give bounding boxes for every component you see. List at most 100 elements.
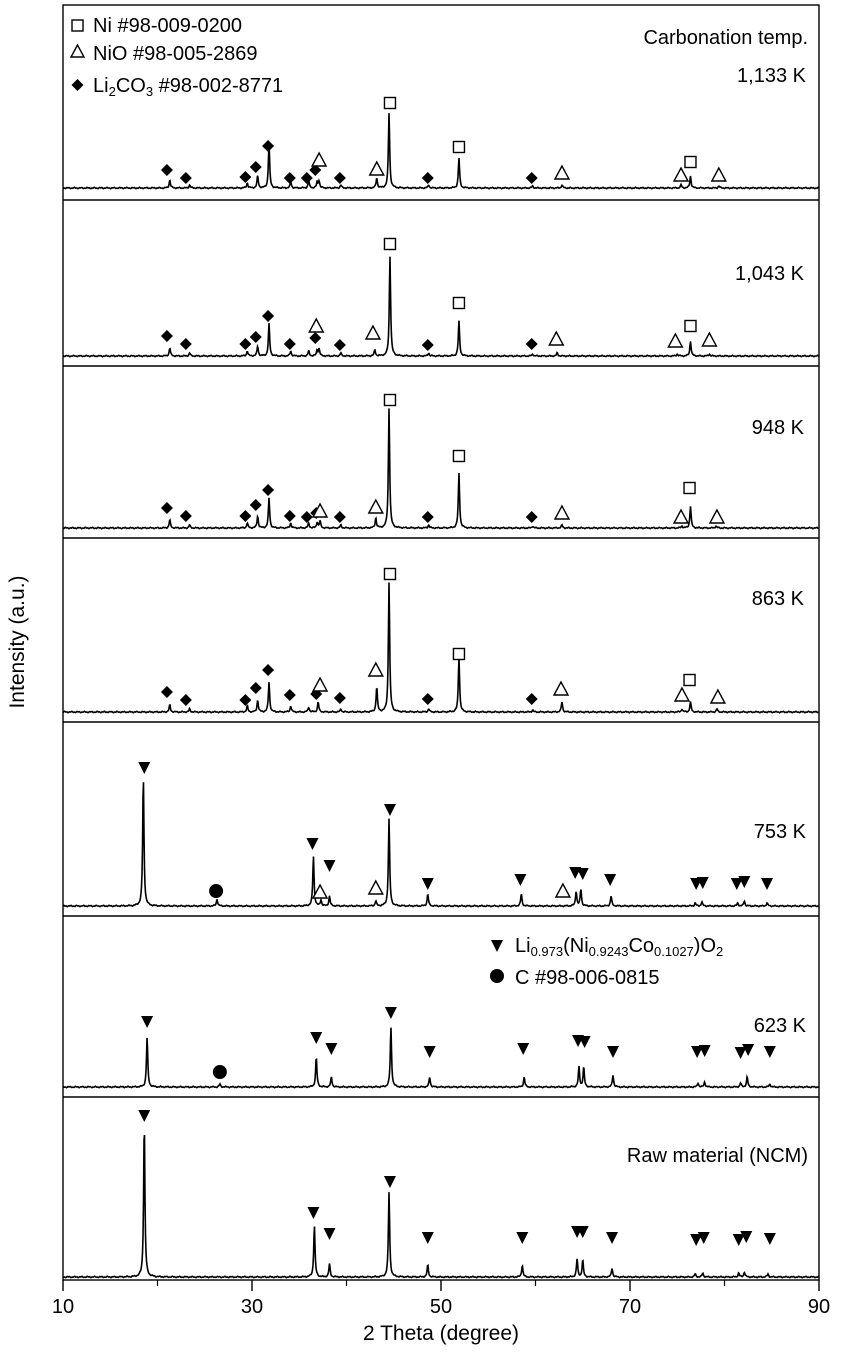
marker-diamond-2-6 <box>300 511 313 523</box>
trace-1 <box>62 256 820 358</box>
marker-diamond-3-1 <box>179 694 192 706</box>
marker-invtriangle-5-2 <box>310 1032 323 1044</box>
series-label-1: 1,043 K <box>735 263 805 285</box>
marker-diamond-2-5 <box>283 510 296 522</box>
marker-diamond-2-3 <box>249 499 262 511</box>
marker-diamond-0-5 <box>283 172 296 184</box>
marker-triangle-0-14 <box>672 166 690 182</box>
marker-diamond-3-8 <box>333 692 346 704</box>
x-axis-title: 2 Theta (degree) <box>363 1322 519 1345</box>
marker-invtriangle-5-9 <box>606 1046 619 1058</box>
legend-square-icon <box>71 19 84 32</box>
marker-diamond-3-4 <box>262 664 275 676</box>
y-axis-title: Intensity (a.u.) <box>6 575 29 708</box>
series-label-6: Raw material (NCM) <box>627 1145 808 1167</box>
marker-invtriangle-5-0 <box>141 1016 154 1028</box>
marker-invtriangle-4-2 <box>306 838 319 850</box>
marker-invtriangle-5-13 <box>742 1044 755 1056</box>
marker-diamond-2-11 <box>525 511 538 523</box>
legend-nio-label: NiO #98-005-2869 <box>93 43 258 65</box>
marker-triangle-4-9 <box>554 882 572 898</box>
legend-invtriangle-icon <box>491 940 503 952</box>
marker-square-2-16 <box>383 393 397 407</box>
marker-square-1-15 <box>383 237 397 251</box>
x-tick-label-4: 90 <box>808 1296 830 1318</box>
marker-diamond-0-4 <box>262 140 275 152</box>
diffraction-traces <box>62 113 820 1279</box>
marker-invtriangle-6-9 <box>690 1234 703 1246</box>
marker-triangle-3-7 <box>311 676 329 692</box>
marker-invtriangle-6-1 <box>307 1207 320 1219</box>
marker-circle-4-1 <box>209 884 224 898</box>
plot-frame <box>62 4 820 1281</box>
marker-diamond-0-3 <box>249 161 262 173</box>
marker-triangle-2-14 <box>672 508 690 524</box>
trace-6 <box>62 1134 820 1279</box>
marker-diamond-1-0 <box>160 330 173 342</box>
series-label-2: 948 K <box>752 417 805 439</box>
marker-invtriangle-4-6 <box>383 804 396 816</box>
marker-diamond-0-9 <box>333 172 346 184</box>
series-label-0: 1,133 K <box>737 65 807 87</box>
marker-triangle-0-13 <box>553 164 571 180</box>
panel-separators <box>63 199 819 1098</box>
marker-invtriangle-5-4 <box>384 1007 397 1019</box>
marker-triangle-0-12 <box>368 160 385 176</box>
marker-invtriangle-4-7 <box>421 878 434 890</box>
marker-triangle-3-11 <box>367 661 384 677</box>
marker-triangle-3-14 <box>709 688 727 704</box>
marker-invtriangle-4-15 <box>730 878 743 890</box>
trace-2 <box>62 408 820 530</box>
marker-triangle-1-11 <box>364 324 382 340</box>
marker-square-0-16 <box>383 96 397 110</box>
legend-top: Ni #98-009-0200 NiO #98-005-2869 Li2CO3 … <box>69 15 808 99</box>
marker-triangle-2-15 <box>708 508 726 524</box>
marker-diamond-2-2 <box>239 510 252 522</box>
marker-invtriangle-5-11 <box>698 1045 711 1057</box>
marker-circle-5-1 <box>212 1065 227 1079</box>
marker-diamond-0-1 <box>179 172 192 184</box>
marker-diamond-0-2 <box>239 171 252 183</box>
marker-invtriangle-5-14 <box>763 1046 776 1058</box>
x-tick-label-3: 70 <box>619 1296 641 1318</box>
marker-diamond-0-6 <box>300 172 313 184</box>
marker-square-3-16 <box>452 647 466 661</box>
marker-diamond-3-5 <box>283 689 296 701</box>
marker-invtriangle-4-17 <box>761 878 774 890</box>
marker-diamond-3-3 <box>249 682 262 694</box>
legend-diamond-icon <box>71 79 84 91</box>
marker-diamond-3-0 <box>160 686 173 698</box>
marker-invtriangle-4-0 <box>138 762 151 774</box>
marker-diamond-1-10 <box>525 338 538 350</box>
marker-square-2-18 <box>683 481 696 495</box>
marker-invtriangle-6-3 <box>383 1176 396 1188</box>
marker-diamond-2-4 <box>262 484 275 496</box>
marker-square-1-17 <box>684 319 697 333</box>
x-axis: 10 30 50 70 90 <box>52 1280 830 1318</box>
marker-invtriangle-6-10 <box>697 1232 710 1244</box>
marker-triangle-3-12 <box>552 680 570 696</box>
marker-diamond-3-2 <box>239 694 252 706</box>
series-label-3: 863 K <box>752 588 805 610</box>
marker-invtriangle-4-16 <box>738 876 751 888</box>
marker-invtriangle-5-12 <box>734 1047 747 1059</box>
marker-invtriangle-6-7 <box>576 1226 589 1238</box>
marker-triangle-2-8 <box>311 502 329 518</box>
marker-square-2-17 <box>452 449 466 463</box>
marker-diamond-1-2 <box>239 338 252 350</box>
marker-triangle-1-12 <box>548 330 565 346</box>
marker-triangle-0-15 <box>710 166 728 182</box>
marker-invtriangle-4-14 <box>696 877 709 889</box>
legend-mid: Li0.973(Ni0.9243Co0.1027)O2 C #98-006-08… <box>490 935 723 989</box>
x-tick-label-2: 50 <box>430 1296 452 1318</box>
marker-triangle-1-7 <box>308 317 325 333</box>
marker-diamond-3-10 <box>525 693 538 705</box>
trace-4 <box>62 782 819 908</box>
legend-ni-label: Ni #98-009-0200 <box>93 15 242 37</box>
marker-diamond-2-10 <box>421 511 434 523</box>
phase-markers <box>138 96 776 1246</box>
marker-invtriangle-5-3 <box>325 1043 338 1055</box>
marker-invtriangle-4-4 <box>323 860 336 872</box>
marker-diamond-0-7 <box>309 164 322 176</box>
